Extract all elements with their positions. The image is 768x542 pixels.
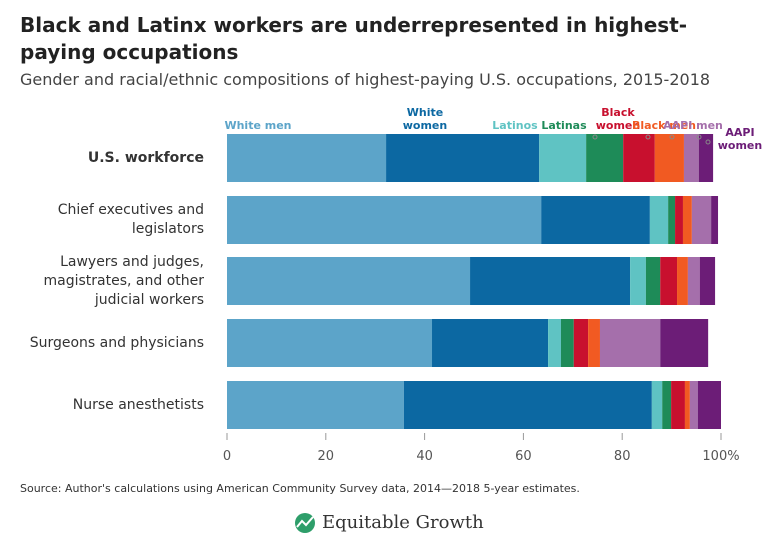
bar-segment — [588, 319, 600, 367]
x-tick-label: 100% — [702, 449, 739, 464]
bar-segment — [548, 319, 561, 367]
legend-pointer — [696, 134, 702, 140]
x-tick-label: 80 — [614, 449, 631, 464]
category-label: Surgeons and physicians — [29, 334, 204, 351]
legend-label: Black men — [632, 119, 696, 132]
bar-segment — [682, 196, 692, 244]
bar-segment — [560, 319, 574, 367]
legend-pointer — [592, 134, 598, 140]
bar-segment — [677, 257, 688, 305]
bar-segment — [660, 257, 678, 305]
bar-segment — [599, 319, 661, 367]
x-tick-label: 40 — [416, 449, 433, 464]
x-tick-label: 60 — [515, 449, 532, 464]
legend-pointer — [669, 134, 675, 140]
bar-segment — [227, 257, 471, 305]
brand: Equitable Growth — [322, 512, 484, 533]
bar-segment — [668, 196, 676, 244]
x-tick-label: 20 — [318, 449, 335, 464]
bar-segment — [654, 134, 684, 182]
source: Source: Author's calculations using Amer… — [20, 482, 580, 495]
bar-segment — [470, 257, 631, 305]
legend-label: Latinos — [492, 119, 538, 132]
bar-segment — [623, 134, 655, 182]
legend-label: AAPI women — [717, 126, 763, 152]
x-tick-label: 0 — [223, 449, 231, 464]
bar-segment — [711, 196, 719, 244]
bar-segment — [227, 196, 542, 244]
legend-pointer — [645, 134, 651, 140]
bar-segment — [645, 257, 661, 305]
bar-segment — [660, 319, 709, 367]
bar-segment — [671, 381, 685, 429]
bar-segment — [227, 319, 433, 367]
bar-segment — [699, 257, 716, 305]
bar-segment — [691, 196, 712, 244]
bar-segment — [687, 257, 700, 305]
legend-label: White men — [224, 119, 292, 132]
bar-segment — [586, 134, 624, 182]
legend-pointer — [705, 139, 711, 145]
category-label: Nurse anesthetists — [72, 396, 204, 413]
bar-segment — [227, 381, 404, 429]
subtitle: Gender and racial/ethnic compositions of… — [20, 70, 711, 89]
bar-segment — [689, 381, 698, 429]
legend-label: Latinas — [541, 119, 587, 132]
bar-segment — [541, 196, 650, 244]
category-label: U.S. workforce — [87, 149, 204, 166]
logo-icon — [295, 513, 315, 533]
bar-segment — [662, 381, 672, 429]
category-label: Chief executives and legislators — [57, 202, 204, 237]
title: Black and Latinx workers are underrepres… — [20, 13, 688, 64]
bar-segment — [539, 134, 587, 182]
bar-segment — [675, 196, 683, 244]
bar-segment — [227, 134, 387, 182]
legend-label: Black women — [595, 106, 641, 132]
bar-segment — [386, 134, 540, 182]
legend-label: White women — [402, 106, 448, 132]
legend-label: AAPI men — [663, 119, 723, 132]
bar-segment — [630, 257, 646, 305]
bar-segment — [698, 134, 714, 182]
bar-segment — [649, 196, 669, 244]
bar-segment — [403, 381, 652, 429]
bar-segment — [684, 381, 690, 429]
bar-segment — [651, 381, 663, 429]
bar-segment — [683, 134, 699, 182]
bar-segment — [432, 319, 549, 367]
bar-segment — [697, 381, 721, 429]
bar-segment — [573, 319, 589, 367]
category-label: Lawyers and judges, magistrates, and oth… — [43, 253, 205, 308]
